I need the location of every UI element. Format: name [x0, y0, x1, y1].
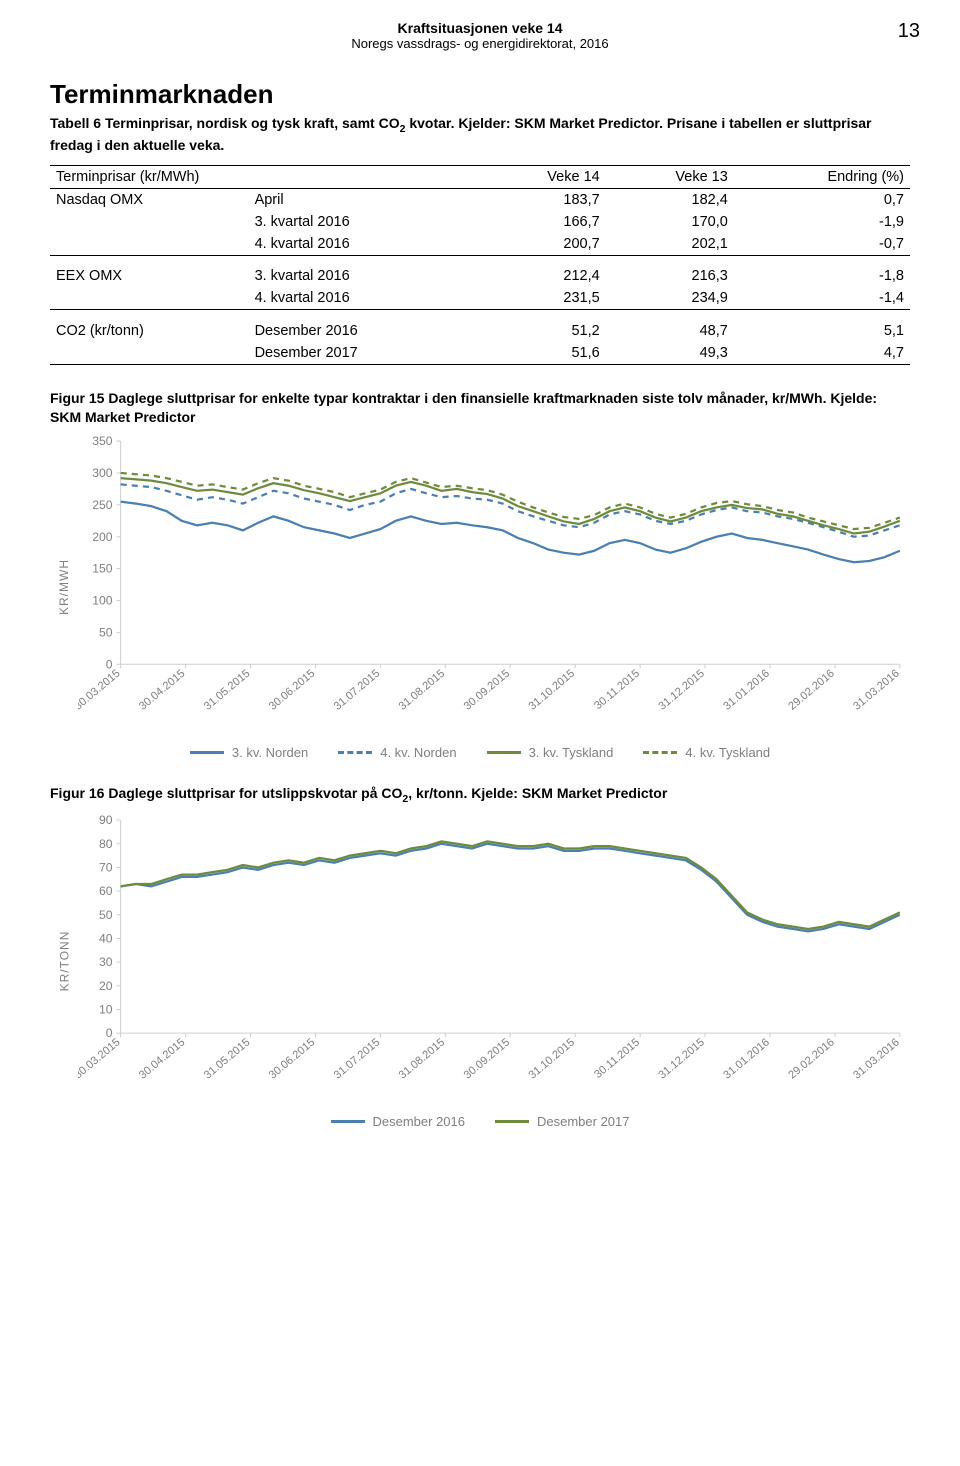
- svg-text:31.01.2016: 31.01.2016: [721, 1036, 771, 1081]
- svg-text:150: 150: [92, 561, 113, 575]
- table-row: 3. kvartal 2016166,7170,0-1,9: [50, 211, 910, 233]
- svg-text:31.12.2015: 31.12.2015: [656, 1036, 706, 1081]
- svg-text:31.03.2016: 31.03.2016: [851, 1036, 901, 1081]
- svg-text:31.05.2015: 31.05.2015: [202, 667, 252, 712]
- fig15-legend: 3. kv. Norden 4. kv. Norden 3. kv. Tysklan…: [50, 745, 910, 760]
- svg-text:31.10.2015: 31.10.2015: [527, 1036, 577, 1081]
- legend-item: 3. kv. Tyskland: [487, 745, 614, 760]
- legend-item: 3. kv. Norden: [190, 745, 308, 760]
- legend-swatch: [331, 1120, 365, 1123]
- legend-swatch: [338, 751, 372, 754]
- fig16-svg: 010203040506070809030.03.201530.04.20153…: [78, 814, 910, 1108]
- legend-label: 3. kv. Norden: [232, 745, 308, 760]
- page-header: Kraftsituasjonen veke 14 Noregs vassdrag…: [50, 20, 910, 51]
- col-endring: Endring (%): [734, 165, 910, 188]
- legend-label: 4. kv. Norden: [380, 745, 456, 760]
- svg-text:20: 20: [99, 979, 113, 993]
- svg-text:31.12.2015: 31.12.2015: [656, 667, 706, 712]
- legend-item: Desember 2016: [331, 1114, 466, 1129]
- svg-text:30.11.2015: 30.11.2015: [592, 667, 642, 712]
- fig15-ylabel: KR/MWH: [57, 559, 71, 615]
- svg-text:31.07.2015: 31.07.2015: [332, 1036, 382, 1081]
- table-row: 4. kvartal 2016231,5234,9-1,4: [50, 287, 910, 310]
- svg-text:60: 60: [99, 884, 113, 898]
- svg-text:30: 30: [99, 955, 113, 969]
- legend-item: 4. kv. Tyskland: [643, 745, 770, 760]
- legend-label: Desember 2016: [373, 1114, 466, 1129]
- legend-item: 4. kv. Norden: [338, 745, 456, 760]
- svg-text:30.03.2015: 30.03.2015: [78, 1036, 123, 1081]
- svg-text:90: 90: [99, 814, 113, 827]
- col-terminprisar: Terminprisar (kr/MWh): [50, 165, 478, 188]
- table-caption: Tabell 6 Terminprisar, nordisk og tysk k…: [50, 114, 910, 155]
- table-header-row: Terminprisar (kr/MWh) Veke 14 Veke 13 En…: [50, 165, 910, 188]
- svg-text:30.04.2015: 30.04.2015: [137, 1036, 187, 1081]
- svg-text:10: 10: [99, 1003, 113, 1017]
- legend-label: 4. kv. Tyskland: [685, 745, 770, 760]
- table-row: Nasdaq OMXApril183,7182,40,7: [50, 188, 910, 211]
- legend-swatch: [190, 751, 224, 754]
- fig16-caption: Figur 16 Daglege sluttprisar for utslipp…: [50, 784, 910, 806]
- svg-text:250: 250: [92, 498, 113, 512]
- fig15-chart: KR/MWH 05010015020025030035030.03.201530…: [50, 435, 910, 739]
- svg-text:30.06.2015: 30.06.2015: [267, 1036, 317, 1081]
- fig15-caption: Figur 15 Daglege sluttprisar for enkelte…: [50, 389, 910, 427]
- termin-table: Terminprisar (kr/MWh) Veke 14 Veke 13 En…: [50, 165, 910, 365]
- table-row: Desember 201751,649,34,7: [50, 342, 910, 365]
- col-veke13: Veke 13: [606, 165, 734, 188]
- legend-item: Desember 2017: [495, 1114, 630, 1129]
- svg-text:30.04.2015: 30.04.2015: [137, 667, 187, 712]
- svg-text:31.08.2015: 31.08.2015: [397, 667, 447, 712]
- svg-text:100: 100: [92, 593, 113, 607]
- svg-text:31.10.2015: 31.10.2015: [527, 667, 577, 712]
- svg-text:29.02.2016: 29.02.2016: [786, 1036, 836, 1081]
- svg-text:200: 200: [92, 529, 113, 543]
- svg-text:50: 50: [99, 625, 113, 639]
- page-number: 13: [898, 20, 920, 43]
- svg-text:40: 40: [99, 932, 113, 946]
- svg-text:31.08.2015: 31.08.2015: [397, 1036, 447, 1081]
- table-row: CO2 (kr/tonn)Desember 201651,248,75,1: [50, 320, 910, 342]
- fig16-legend: Desember 2016 Desember 2017: [50, 1114, 910, 1129]
- svg-text:30.11.2015: 30.11.2015: [592, 1036, 642, 1081]
- table-row: EEX OMX3. kvartal 2016212,4216,3-1,8: [50, 265, 910, 287]
- svg-text:50: 50: [99, 908, 113, 922]
- fig16-chart: KR/TONN 010203040506070809030.03.201530.…: [50, 814, 910, 1108]
- doc-title: Kraftsituasjonen veke 14: [50, 20, 910, 36]
- svg-text:30.09.2015: 30.09.2015: [462, 1036, 512, 1081]
- doc-subtitle: Noregs vassdrags- og energidirektorat, 2…: [50, 36, 910, 51]
- svg-text:31.03.2016: 31.03.2016: [851, 667, 901, 712]
- table-row: 4. kvartal 2016200,7202,1-0,7: [50, 233, 910, 256]
- fig15-svg: 05010015020025030035030.03.201530.04.201…: [78, 435, 910, 739]
- svg-text:31.07.2015: 31.07.2015: [332, 667, 382, 712]
- section-title: Terminmarknaden: [50, 79, 910, 110]
- svg-text:30.09.2015: 30.09.2015: [462, 667, 512, 712]
- svg-text:70: 70: [99, 860, 113, 874]
- svg-text:30.03.2015: 30.03.2015: [78, 667, 123, 712]
- legend-label: 3. kv. Tyskland: [529, 745, 614, 760]
- svg-text:31.01.2016: 31.01.2016: [721, 667, 771, 712]
- legend-swatch: [495, 1120, 529, 1123]
- col-veke14: Veke 14: [478, 165, 606, 188]
- svg-text:29.02.2016: 29.02.2016: [786, 667, 836, 712]
- svg-text:31.05.2015: 31.05.2015: [202, 1036, 252, 1081]
- legend-label: Desember 2017: [537, 1114, 630, 1129]
- svg-text:300: 300: [92, 466, 113, 480]
- svg-text:30.06.2015: 30.06.2015: [267, 667, 317, 712]
- legend-swatch: [487, 751, 521, 754]
- legend-swatch: [643, 751, 677, 754]
- svg-text:80: 80: [99, 837, 113, 851]
- fig16-ylabel: KR/TONN: [57, 931, 71, 992]
- svg-text:350: 350: [92, 435, 113, 448]
